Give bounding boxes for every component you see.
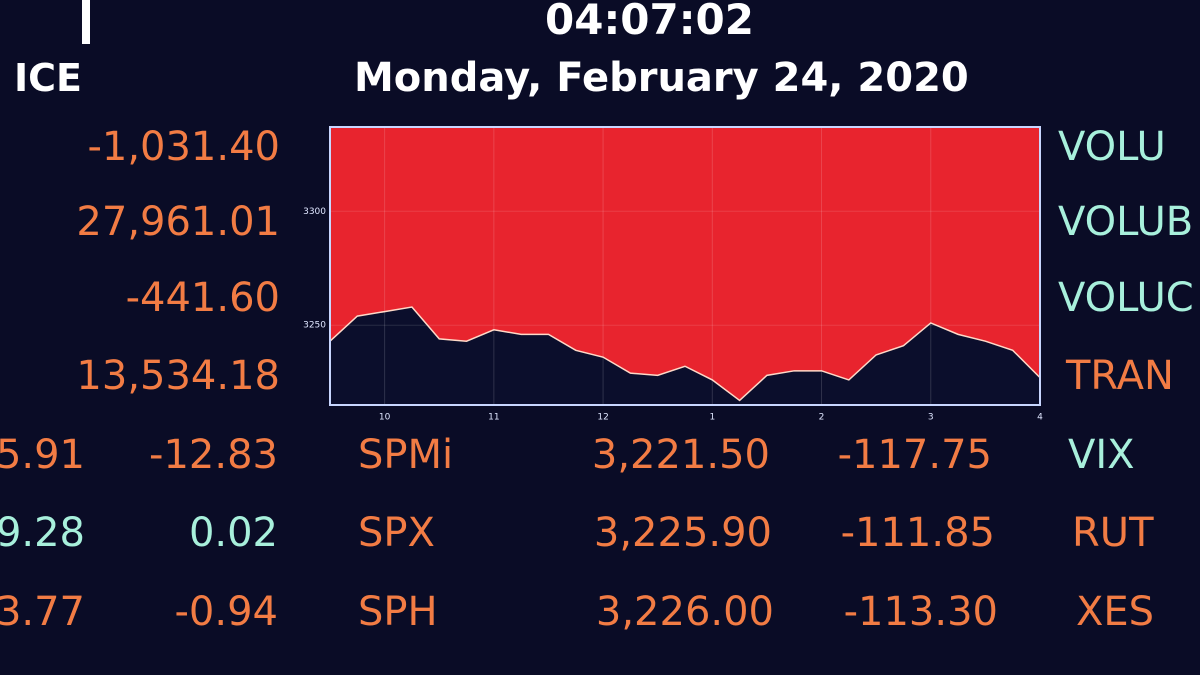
- left-value: -1,031.40: [87, 124, 280, 170]
- x-tick-label: 4: [1037, 413, 1043, 423]
- cell: 3,226.00: [595, 589, 774, 635]
- y-tick-label: 3300: [303, 207, 326, 217]
- x-tick-label: 2: [819, 413, 825, 423]
- left-value: 13,534.18: [76, 353, 280, 399]
- left-value: -441.60: [125, 275, 280, 321]
- line: [329, 306, 1041, 402]
- right-label: VOLU: [1058, 124, 1166, 170]
- x-tick-label: 12: [597, 413, 608, 423]
- logo: ICE: [14, 56, 82, 100]
- left-value: 27,961.01: [76, 199, 280, 245]
- area: [330, 127, 1040, 401]
- cell: 3,225.90: [593, 510, 772, 556]
- cell: -113.30: [843, 589, 998, 635]
- x-tick-label: 11: [488, 413, 499, 423]
- x-tick-label: 3: [928, 413, 934, 423]
- x-tick-label: 1: [709, 413, 715, 423]
- cell: RUT: [1072, 510, 1154, 556]
- y-tick-label: 3250: [303, 321, 326, 331]
- logo-bar: [82, 0, 90, 44]
- cell: -0.94: [174, 589, 279, 635]
- cell: -111.85: [840, 510, 995, 556]
- cell: -117.75: [837, 432, 992, 478]
- cell: 9.28: [0, 510, 85, 556]
- cell: SPMi: [358, 432, 454, 478]
- cell: VIX: [1068, 432, 1135, 478]
- plot-border: [329, 126, 1041, 406]
- cell: SPH: [358, 589, 438, 635]
- cell: XES: [1076, 589, 1155, 635]
- cell: SPX: [358, 510, 435, 556]
- right-label: TRAN: [1066, 353, 1174, 399]
- right-label: VOLUC: [1058, 275, 1194, 321]
- right-label: VOLUB: [1058, 199, 1194, 245]
- cell: 0.02: [188, 510, 278, 556]
- x-tick-label: 10: [379, 413, 391, 423]
- date: Monday, February 24, 2020: [354, 55, 969, 101]
- cell: 3,221.50: [591, 432, 770, 478]
- cell: 5.91: [0, 432, 85, 478]
- cell: 3.77: [0, 589, 85, 635]
- clock: 04:07:02: [545, 0, 754, 44]
- cell: -12.83: [149, 432, 278, 478]
